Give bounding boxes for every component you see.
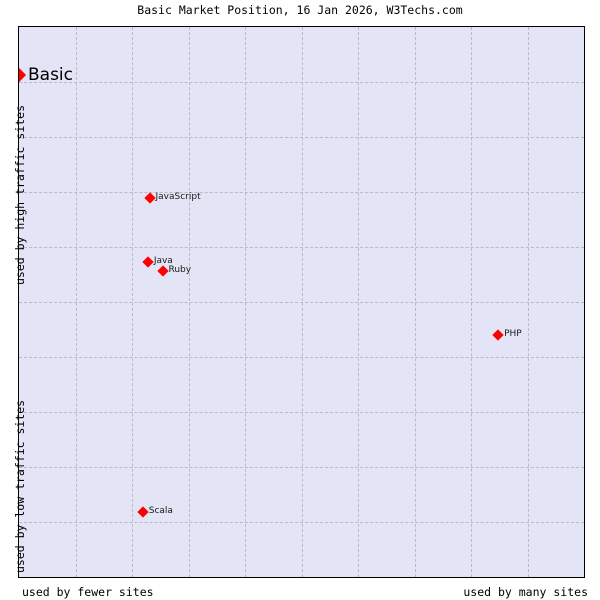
data-point-label: Scala bbox=[148, 506, 173, 517]
gridline-horizontal bbox=[19, 302, 584, 303]
gridline-horizontal bbox=[19, 192, 584, 193]
gridline-vertical bbox=[471, 27, 472, 577]
data-point-label: Basic bbox=[28, 64, 74, 85]
diamond-marker-icon bbox=[137, 506, 149, 518]
gridline-horizontal bbox=[19, 82, 584, 83]
data-point-label: Ruby bbox=[168, 265, 192, 276]
y-axis-label-low: used by low traffic sites bbox=[13, 399, 27, 573]
gridline-vertical bbox=[76, 27, 77, 577]
gridline-horizontal bbox=[19, 357, 584, 358]
x-axis-label-many: used by many sites bbox=[463, 585, 588, 599]
gridline-vertical bbox=[189, 27, 190, 577]
gridline-vertical bbox=[302, 27, 303, 577]
grid-layer bbox=[19, 27, 584, 577]
gridline-horizontal bbox=[19, 522, 584, 523]
gridline-vertical bbox=[358, 27, 359, 577]
data-point-label: JavaScript bbox=[155, 191, 201, 202]
plot-area: Basic JavaScript Java Ruby PHP Scala bbox=[18, 26, 585, 578]
data-point-label: PHP bbox=[504, 329, 522, 339]
gridline-horizontal bbox=[19, 247, 584, 248]
gridline-vertical bbox=[528, 27, 529, 577]
diamond-marker-icon bbox=[142, 256, 154, 269]
x-axis-label-fewer: used by fewer sites bbox=[22, 585, 154, 599]
gridline-vertical bbox=[415, 27, 416, 577]
chart-title: Basic Market Position, 16 Jan 2026, W3Te… bbox=[137, 3, 463, 17]
y-axis-label-high: used by high traffic sites bbox=[13, 104, 27, 285]
data-point-label: Java bbox=[153, 256, 173, 267]
diamond-marker-icon bbox=[492, 329, 504, 341]
gridline-vertical bbox=[132, 27, 133, 577]
gridline-vertical bbox=[245, 27, 246, 577]
gridline-horizontal bbox=[19, 137, 584, 138]
diamond-marker-icon bbox=[143, 191, 156, 204]
diamond-marker-icon bbox=[19, 67, 27, 82]
gridline-horizontal bbox=[19, 467, 584, 468]
gridline-horizontal bbox=[19, 412, 584, 413]
